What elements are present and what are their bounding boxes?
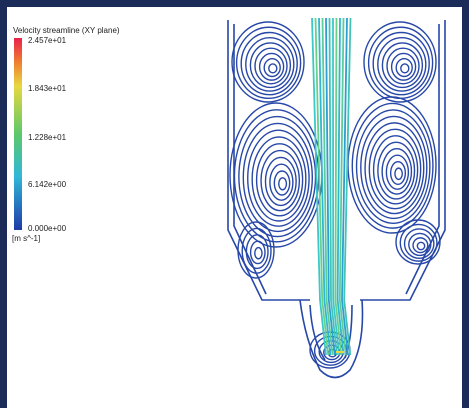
streamline [377,141,416,200]
streamline [268,63,278,74]
streamline [372,31,430,96]
streamline [269,163,294,201]
streamline [368,128,422,210]
streamline [318,17,332,356]
streamline [241,227,272,274]
streamline [408,232,432,257]
streamline [235,26,302,100]
streamline [311,17,327,356]
streamline [247,129,310,227]
streamline [240,31,298,96]
streamline [254,246,263,260]
legend-tick: 0.000e+00 [28,224,67,233]
legend-title: Velocity streamline (XY plane) [13,26,120,35]
streamline [263,58,281,78]
streamline [314,17,330,356]
streamline [390,52,417,81]
streamline [245,37,295,92]
streamline [338,17,347,356]
streamline [343,17,352,356]
streamline [242,122,313,233]
streamline [299,299,364,379]
streamline [249,42,292,89]
streamline [385,154,410,190]
streamline [260,149,301,212]
streamline [254,47,288,85]
streamline [351,102,434,229]
streamline [377,37,427,92]
streamline [278,177,288,191]
streamline [399,223,438,262]
streamline [381,42,424,89]
streamline [334,17,343,356]
streamline [231,21,305,103]
streamline [237,221,275,279]
streamline [321,17,334,356]
streamline [363,21,437,103]
streamline [416,241,426,251]
streamline [264,156,297,207]
streamline [233,24,440,295]
legend-tick: 1.843e+01 [28,84,67,93]
streamline [251,136,307,222]
streamline [258,52,285,81]
streamline [273,170,291,196]
streamline [412,237,429,254]
streamline [372,135,419,205]
streamline [360,115,428,220]
streamline [325,17,336,356]
streamline [341,17,349,356]
streamline [245,234,269,270]
streamline [255,143,304,217]
streamline [336,17,345,356]
streamline [249,240,266,265]
color-bar [14,38,22,230]
streamline [238,115,317,238]
legend-tick: 2.457e+01 [28,36,67,45]
legend-unit: [m s^-1] [12,234,40,243]
streamline [389,160,407,186]
streamline [381,148,413,195]
streamline [386,47,420,85]
streamline [332,17,341,356]
streamline [355,109,431,224]
streamline [395,219,441,265]
legend-tick: 6.142e+00 [28,180,67,189]
streamline [364,122,425,215]
streamline [403,228,435,259]
streamline [400,63,410,74]
legend-tick: 1.228e+01 [28,133,67,142]
streamlines [227,17,446,379]
streamline [394,167,403,181]
streamline [395,58,413,78]
streamline [328,17,338,356]
